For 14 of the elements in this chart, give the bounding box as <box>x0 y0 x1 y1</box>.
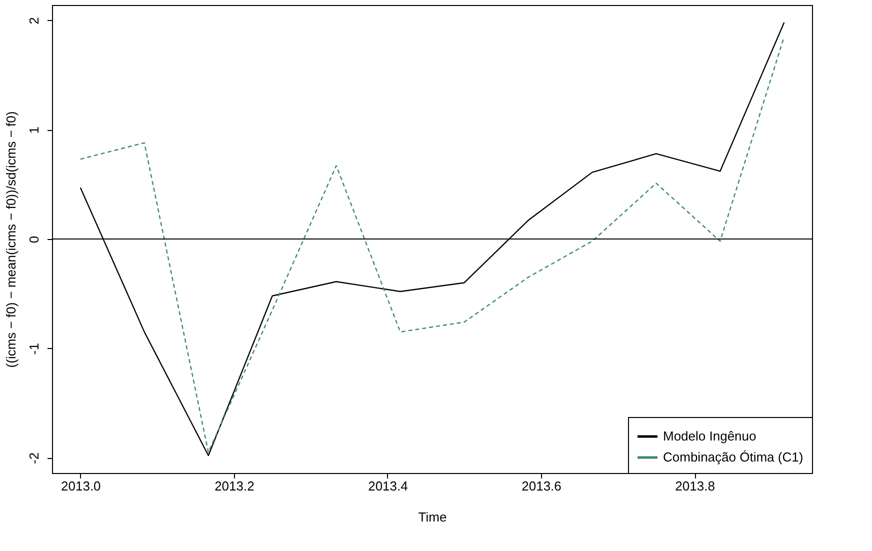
x-tick-label: 2013.2 <box>214 478 254 494</box>
legend-label: Modelo Ingênuo <box>663 428 756 444</box>
y-tick-label: -1 <box>26 343 42 355</box>
y-tick-label: -2 <box>26 452 42 464</box>
y-axis-title: ((icms − f0) − mean(icms − f0))/sd(icms − f0) <box>4 111 18 368</box>
y-tick-label: 1 <box>26 126 42 134</box>
legend-label: Combinação Ótima (C1) <box>663 450 804 464</box>
x-axis-title: Time <box>418 510 447 524</box>
y-tick-label: 0 <box>26 236 42 244</box>
x-tick-label: 2013.8 <box>675 478 715 494</box>
x-tick-label: 2013.6 <box>522 478 562 494</box>
x-tick-label: 2013.0 <box>61 478 101 494</box>
y-tick-label: 2 <box>26 17 42 24</box>
x-tick-label: 2013.4 <box>368 478 408 494</box>
